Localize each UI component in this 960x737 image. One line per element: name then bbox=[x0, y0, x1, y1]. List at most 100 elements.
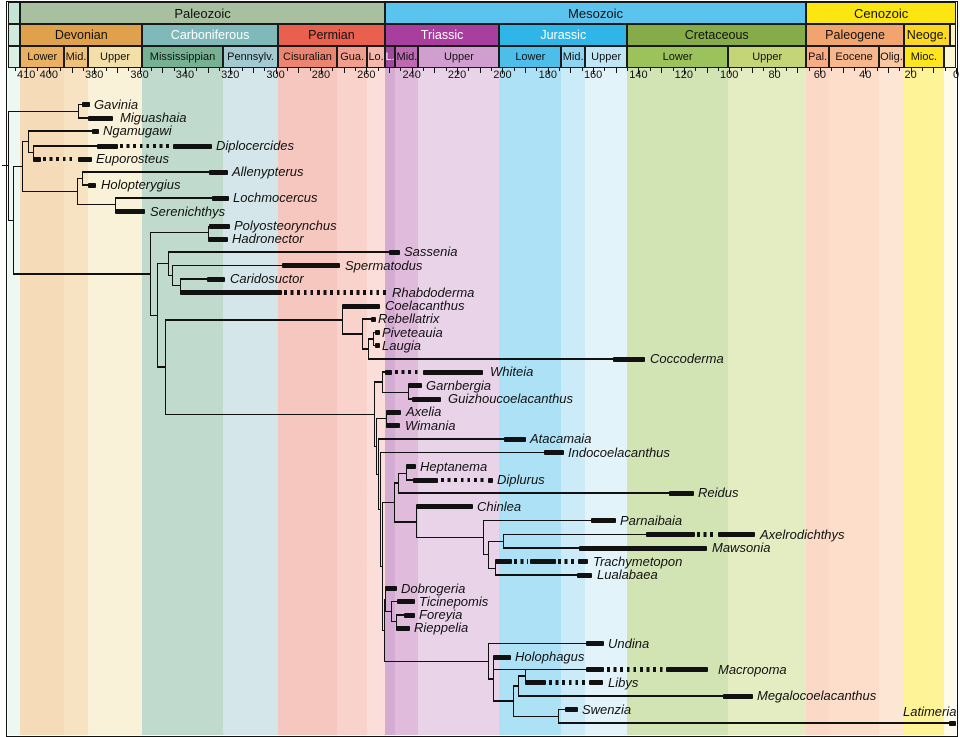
axis-tick-315 bbox=[241, 68, 243, 71]
plot-band-upper bbox=[88, 68, 143, 735]
tree-branch-horizontal-13 bbox=[157, 366, 165, 368]
tree-node-vertical-43 bbox=[518, 676, 520, 696]
axis-tick-15 bbox=[921, 68, 923, 71]
epoch-cell-mississippian: Mississippian bbox=[142, 46, 223, 68]
range-bar-diplocercides bbox=[173, 143, 212, 149]
axis-tick-355 bbox=[150, 68, 152, 71]
taxon-label-serenichthys: Serenichthys bbox=[150, 203, 226, 219]
ghost-range-dots-euporosteus bbox=[43, 156, 76, 162]
tree-branch-horizontal-8 bbox=[77, 177, 82, 180]
ghost-range-dots-diplurus bbox=[441, 477, 486, 483]
epoch-cell-sliver-21 bbox=[943, 46, 956, 68]
ghost-range-dots-macropoma bbox=[607, 667, 663, 672]
axis-tick-label-200: 200 bbox=[493, 69, 512, 81]
axis-tick-50 bbox=[842, 68, 844, 73]
taxon-label-libys: Libys bbox=[608, 674, 639, 690]
epoch-label: Upper bbox=[443, 51, 474, 63]
axis-tick-label-260: 260 bbox=[357, 69, 376, 81]
axis-tick-345 bbox=[173, 68, 175, 71]
axis-tick-350 bbox=[162, 68, 164, 73]
axis-tick-label-300: 300 bbox=[266, 69, 285, 81]
tree-node-vertical-25 bbox=[378, 439, 380, 510]
tree-node-vertical-42 bbox=[513, 686, 515, 717]
axis-tick-label-280: 280 bbox=[311, 69, 331, 81]
tree-branch-horizontal-41 bbox=[488, 678, 493, 680]
taxon-label-guizhoucoelacanthus: Guizhoucoelacanthus bbox=[448, 391, 574, 406]
axis-tick-75 bbox=[785, 68, 787, 71]
period-cell-paleogene: Paleogene bbox=[806, 24, 904, 46]
taxon-label-dobrogeria: Dobrogeria bbox=[401, 580, 466, 596]
range-bar-whiteia bbox=[423, 369, 483, 375]
era-cell-cenozoic: Cenozoic bbox=[806, 2, 956, 24]
axis-tick-220 bbox=[457, 68, 459, 74]
tree-branch-horizontal-45 bbox=[518, 675, 525, 677]
tree-branch-horizontal-0 bbox=[2, 165, 8, 167]
range-bar-lualabaea bbox=[577, 572, 592, 578]
axis-tick-230 bbox=[434, 68, 436, 73]
range-bar-coelacanthus bbox=[342, 303, 380, 309]
tree-branch-horizontal-43 bbox=[513, 685, 518, 687]
tree-branch-horizontal-25 bbox=[376, 473, 378, 475]
epoch-cell-upper: Upper bbox=[88, 46, 143, 68]
tree-branch-horizontal-29 bbox=[382, 629, 384, 632]
tree-branch-horizontal-15 bbox=[172, 285, 180, 287]
tree-branch-horizontal-4 bbox=[13, 273, 150, 275]
axis-tick-395 bbox=[60, 68, 62, 71]
branch-line-lochmocercus bbox=[115, 197, 212, 199]
tree-branch-horizontal-30 bbox=[394, 482, 398, 484]
period-cell-devonian: Devonian bbox=[20, 24, 143, 46]
axis-tick-140 bbox=[638, 68, 640, 74]
taxon-label-rebellatrix: Rebellatrix bbox=[378, 311, 440, 326]
tree-branch-horizontal-22 bbox=[374, 445, 376, 448]
period-cell-permian: Permian bbox=[278, 24, 385, 46]
tree-branch-horizontal-1 bbox=[8, 110, 78, 112]
epoch-cell-mid-: Mid. bbox=[395, 46, 419, 68]
axis-tick-285 bbox=[309, 68, 311, 71]
range-bar-macropoma bbox=[666, 667, 708, 672]
tree-node-vertical-34 bbox=[503, 534, 505, 548]
range-bar-laugia bbox=[375, 343, 380, 348]
period-label: Paleogene bbox=[825, 28, 885, 42]
plot-band-eocene bbox=[828, 68, 880, 735]
taxon-label-garnbergia: Garnbergia bbox=[426, 377, 492, 393]
taxon-label-lochmocercus: Lochmocercus bbox=[233, 190, 318, 205]
branch-line-parnaibaia bbox=[483, 519, 591, 522]
taxon-label-gavinia: Gavinia bbox=[94, 96, 139, 112]
range-bar-mawsonia bbox=[579, 545, 707, 551]
epoch-label: Mid. bbox=[65, 51, 87, 63]
plot-band-mid- bbox=[395, 68, 419, 735]
epoch-label: Lower bbox=[27, 51, 58, 63]
taxon-label-axelrodichthys: Axelrodichthys bbox=[760, 526, 845, 542]
axis-tick-90 bbox=[751, 68, 753, 73]
range-bar-sassenia bbox=[389, 249, 400, 255]
axis-tick-195 bbox=[513, 68, 515, 71]
branch-line-axelrodichthys bbox=[503, 533, 646, 536]
axis-tick-55 bbox=[831, 68, 833, 71]
tree-node-vertical-19 bbox=[373, 332, 375, 346]
axis-tick-185 bbox=[536, 68, 538, 71]
axis-tick-label-0: 0 bbox=[952, 69, 960, 81]
axis-tick-95 bbox=[740, 68, 742, 71]
branch-line-gavinia bbox=[78, 103, 82, 106]
tree-branch-horizontal-34 bbox=[483, 554, 488, 556]
axis-tick-160 bbox=[593, 68, 595, 74]
axis-tick-335 bbox=[196, 68, 198, 71]
tree-node-vertical-6 bbox=[77, 178, 79, 205]
range-bar-euporosteus bbox=[33, 156, 41, 162]
taxon-label-trachymetopon: Trachymetopon bbox=[593, 553, 683, 569]
range-bar-spermatodus bbox=[282, 263, 340, 268]
axis-tick-405 bbox=[37, 68, 39, 71]
tree-branch-horizontal-9 bbox=[77, 204, 115, 206]
axis-tick-260 bbox=[366, 68, 368, 74]
tree-branch-horizontal-40 bbox=[391, 620, 396, 623]
range-bar-foreyia bbox=[404, 612, 415, 618]
range-bar-piveteauia bbox=[375, 330, 380, 335]
axis-tick-275 bbox=[332, 68, 334, 71]
plot-band-sliver-0 bbox=[8, 68, 21, 735]
range-bar-libys bbox=[525, 680, 546, 685]
axis-tick-190 bbox=[525, 68, 527, 73]
epoch-cell-sliver-0 bbox=[8, 46, 21, 68]
epoch-label: Mid. bbox=[396, 51, 418, 63]
axis-tick-label-220: 220 bbox=[447, 69, 467, 81]
